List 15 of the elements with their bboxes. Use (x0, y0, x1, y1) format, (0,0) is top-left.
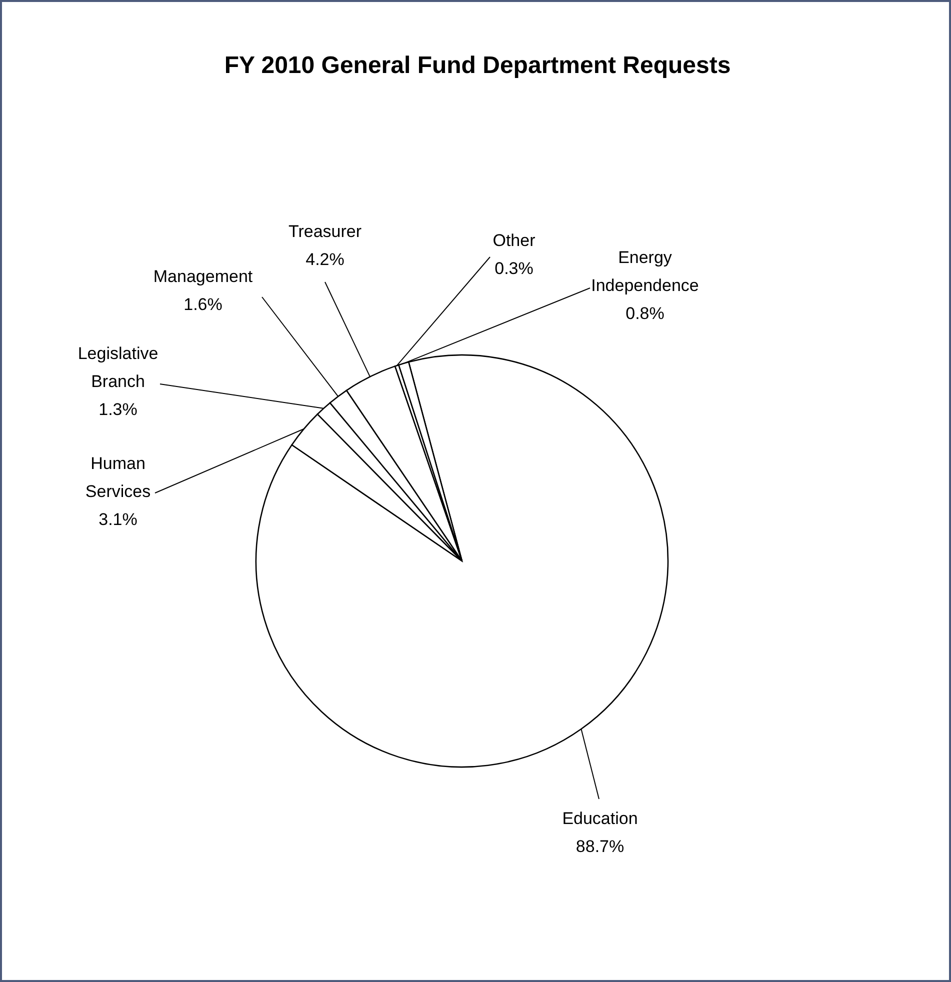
slice-label: Education (562, 809, 638, 828)
data-label: 4.2% (306, 250, 344, 269)
slice-label: Energy Independence (591, 248, 699, 295)
data-label: 1.6% (184, 295, 222, 314)
slice-label: Legislative Branch (78, 344, 158, 391)
slice-label: Management (153, 267, 253, 286)
data-label: 1.3% (98, 400, 138, 419)
slice-label: Treasurer (288, 222, 362, 241)
data-label: 3.1% (98, 510, 138, 529)
data-label: 88.7% (576, 837, 624, 856)
data-label: 0.8% (626, 304, 664, 323)
chart-title: FY 2010 General Fund Department Requests (224, 52, 731, 79)
slice-label: Other (492, 231, 536, 250)
slice-label: Human Services (85, 454, 151, 501)
data-label: 0.3% (494, 259, 534, 278)
